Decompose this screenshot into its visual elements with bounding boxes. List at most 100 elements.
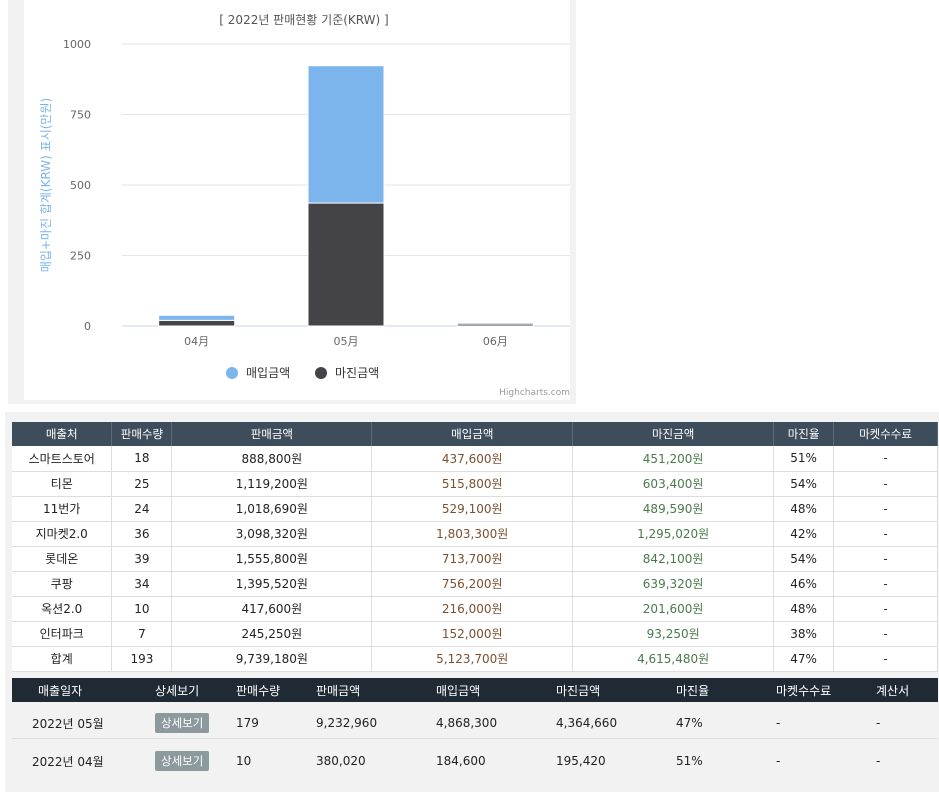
cell-margin-rate: 38%: [773, 621, 835, 647]
cell-market-fee: -: [833, 571, 938, 597]
monthly-row[interactable]: 2022년 04월 상세보기 10 380,020 184,600 195,42…: [12, 742, 938, 780]
bar-purchase-2[interactable]: [456, 322, 534, 325]
cell-market-fee: -: [833, 471, 938, 497]
cell-sales-amount: 1,555,800원: [171, 546, 373, 572]
cell-purchase-amount: 529,100원: [371, 496, 574, 522]
cell-market-fee: -: [833, 646, 938, 672]
header-margin-rate[interactable]: 마진율: [773, 422, 835, 446]
cell-purchase-amount: 216,000원: [371, 596, 574, 622]
header-margin-rate[interactable]: 마진율: [676, 683, 710, 698]
legend-margin-marker[interactable]: [315, 367, 327, 379]
cell-market-fee: -: [833, 546, 938, 572]
detail-view-button[interactable]: 상세보기: [155, 751, 210, 771]
legend-margin-label[interactable]: 마진금액: [335, 366, 379, 380]
cell-sales-amount: 3,098,320원: [171, 521, 373, 547]
cell-channel: 옥션2.0: [12, 596, 113, 622]
cell-margin-rate: 48%: [773, 596, 835, 622]
header-invoice[interactable]: 계산서: [876, 683, 910, 698]
monthly-row[interactable]: 2022년 05월 상세보기 179 9,232,960 4,868,300 4…: [12, 704, 938, 742]
cell-channel: 쿠팡: [12, 571, 113, 597]
cell-sales-amount: 9,739,180원: [171, 646, 373, 672]
cell-margin-rate: 42%: [773, 521, 835, 547]
summary-header-row: 매출처 판매수량 판매금액 매입금액 마진금액 마진율 마켓수수료: [12, 422, 938, 446]
monthly-header-row: 매출일자 상세보기 판매수량 판매금액 매입금액 마진금액 마진율 마켓수수료 …: [12, 678, 938, 702]
cell-channel: 지마켓2.0: [12, 521, 113, 547]
y-axis-label: 매입+마진 합계(KRW) 표시(만원): [39, 98, 53, 272]
cell-margin-amount: 1,295,020원: [572, 521, 775, 547]
x-tick-label: 05月: [334, 335, 359, 348]
cell-market-fee: -: [833, 496, 938, 522]
cell-market-fee: -: [833, 596, 938, 622]
row-purchase-amount: 184,600: [436, 754, 486, 768]
monthly-section: 매출일자 상세보기 판매수량 판매금액 매입금액 마진금액 마진율 마켓수수료 …: [5, 674, 939, 792]
cell-margin-rate: 47%: [773, 646, 835, 672]
chart-panel: [ 2022년 판매현황 기준(KRW) ] 0 250 500 750 1000 매입…: [8, 0, 576, 404]
cell-channel: 롯데온: [12, 546, 113, 572]
cell-quantity: 25: [111, 471, 173, 497]
cell-sales-amount: 1,395,520원: [171, 571, 373, 597]
header-sales-date[interactable]: 매출일자: [38, 683, 83, 698]
bar-margin-1[interactable]: [307, 202, 385, 327]
cell-channel: 스마트스토어: [12, 446, 113, 472]
table-row: 롯데온 39 1,555,800원 713,700원 842,100원 54% -: [12, 546, 938, 572]
bar-purchase-1[interactable]: [307, 65, 385, 204]
row-invoice: -: [876, 754, 881, 768]
y-tick-label: 1000: [63, 38, 91, 51]
cell-margin-rate: 48%: [773, 496, 835, 522]
header-purchase-amount[interactable]: 매입금액: [371, 422, 574, 446]
table-row: 스마트스토어 18 888,800원 437,600원 451,200원 51% -: [12, 446, 938, 472]
legend-purchase-marker[interactable]: [226, 367, 238, 379]
cell-channel: 인터파크: [12, 621, 113, 647]
header-market-fee[interactable]: 마켓수수료: [833, 422, 938, 446]
header-market-fee[interactable]: 마켓수수료: [776, 683, 832, 698]
summary-body: 스마트스토어 18 888,800원 437,600원 451,200원 51% - 티몬 25…: [12, 446, 938, 672]
row-market-fee: -: [776, 754, 781, 768]
table-row: 11번가 24 1,018,690원 529,100원 489,590원 48% -: [12, 496, 938, 522]
header-purchase-amount[interactable]: 매입금액: [436, 683, 481, 698]
x-axis-labels: 04月 05月 06月: [184, 335, 508, 348]
cell-sales-amount: 1,018,690원: [171, 496, 373, 522]
cell-purchase-amount: 437,600원: [371, 446, 574, 472]
cell-quantity: 39: [111, 546, 173, 572]
cell-market-fee: -: [833, 621, 938, 647]
row-quantity: 10: [236, 754, 252, 768]
cell-margin-amount: 93,250원: [572, 621, 775, 647]
cell-margin-amount: 842,100원: [572, 546, 775, 572]
row-market-fee: -: [776, 716, 781, 730]
cell-margin-amount: 4,615,480원: [572, 646, 775, 672]
header-margin-amount[interactable]: 마진금액: [572, 422, 775, 446]
header-sales-amount[interactable]: 판매금액: [316, 683, 361, 698]
cell-sales-amount: 1,119,200원: [171, 471, 373, 497]
y-tick-label: 500: [70, 179, 91, 192]
y-tick-label: 750: [70, 109, 91, 122]
cell-quantity: 193: [111, 646, 173, 672]
cell-quantity: 36: [111, 521, 173, 547]
header-quantity[interactable]: 판매수량: [111, 422, 173, 446]
header-sales-amount[interactable]: 판매금액: [171, 422, 373, 446]
cell-sales-amount: 888,800원: [171, 446, 373, 472]
row-margin-rate: 47%: [676, 716, 703, 730]
cell-purchase-amount: 5,123,700원: [371, 646, 574, 672]
cell-margin-rate: 54%: [773, 471, 835, 497]
bar-layer: [158, 65, 534, 327]
sales-chart: [ 2022년 판매현황 기준(KRW) ] 0 250 500 750 1000 매입…: [39, 13, 570, 398]
highcharts-credits[interactable]: Highcharts.com: [499, 388, 570, 398]
legend-purchase-label[interactable]: 매입금액: [246, 366, 290, 380]
bar-margin-0[interactable]: [158, 319, 236, 327]
row-purchase-amount: 4,868,300: [436, 716, 498, 730]
cell-margin-rate: 51%: [773, 446, 835, 472]
cell-purchase-amount: 713,700원: [371, 546, 574, 572]
header-margin-amount[interactable]: 마진금액: [556, 683, 601, 698]
header-quantity[interactable]: 판매수량: [236, 683, 281, 698]
bar-purchase-0[interactable]: [158, 314, 236, 321]
legend[interactable]: 매입금액 마진금액: [226, 366, 379, 380]
cell-sales-amount: 245,250원: [171, 621, 373, 647]
cell-sales-amount: 417,600원: [171, 596, 373, 622]
detail-view-button[interactable]: 상세보기: [155, 713, 210, 733]
cell-purchase-amount: 152,000원: [371, 621, 574, 647]
chart-title: [ 2022년 판매현황 기준(KRW) ]: [219, 13, 388, 27]
cell-market-fee: -: [833, 446, 938, 472]
table-row: 인터파크 7 245,250원 152,000원 93,250원 38% -: [12, 621, 938, 647]
cell-quantity: 18: [111, 446, 173, 472]
header-sales-channel[interactable]: 매출처: [12, 422, 113, 446]
